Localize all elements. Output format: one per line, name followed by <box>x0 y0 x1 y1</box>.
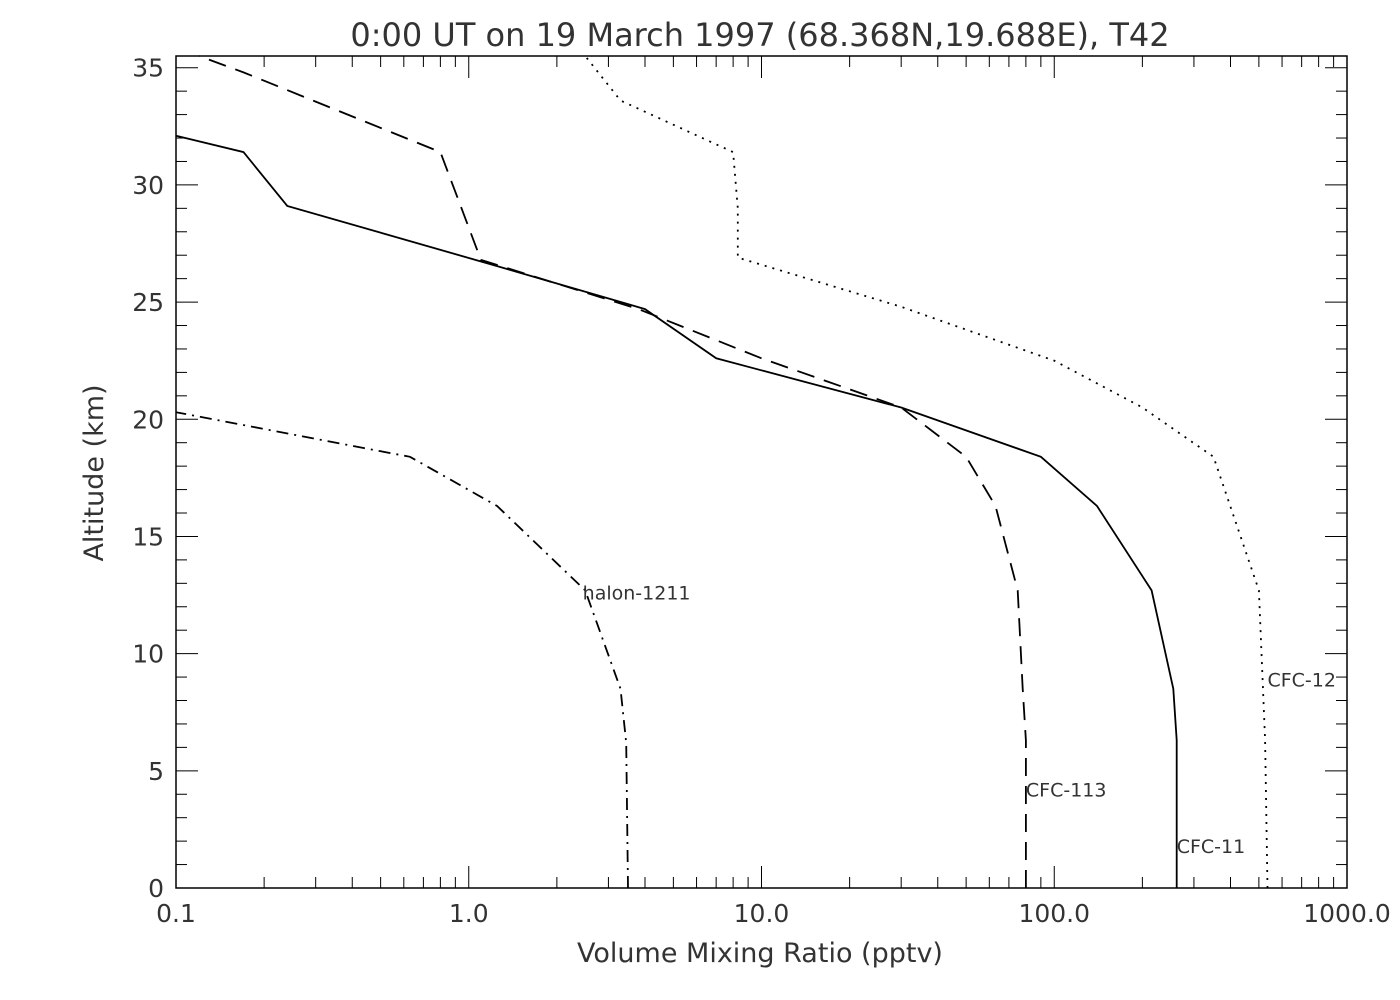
series-label-cfc-113: CFC-113 <box>1026 780 1107 802</box>
x-axis-title: Volume Mixing Ratio (pptv) <box>577 938 943 969</box>
x-tick-label: 0.1 <box>156 899 196 928</box>
plot-frame <box>175 55 1348 889</box>
y-tick-label: 25 <box>132 288 164 317</box>
x-tick-label: 10.0 <box>734 899 790 928</box>
series-labels: CFC-11 CFC-12 CFC-113 halon-1211 <box>583 583 1336 858</box>
series-label-cfc-12: CFC-12 <box>1267 669 1336 691</box>
x-tick-label: 1000.0 <box>1303 899 1390 928</box>
series-line-cfc-113 <box>198 55 1027 888</box>
y-tick-label: 35 <box>132 54 164 83</box>
y-tick-label: 30 <box>132 171 164 200</box>
y-tick-label: 10 <box>132 640 164 669</box>
series-label-halon-1211: halon-1211 <box>583 583 691 605</box>
y-tick-label: 15 <box>132 522 164 551</box>
series-line-cfc-11 <box>175 134 1178 888</box>
y-axis: 0 5 10 15 20 25 30 35 <box>132 54 1347 903</box>
series-line-halon-1211 <box>175 411 629 889</box>
chart-title: 0:00 UT on 19 March 1997 (68.368N,19.688… <box>350 16 1169 54</box>
x-tick-label: 100.0 <box>1018 899 1090 928</box>
series-label-cfc-11: CFC-11 <box>1177 836 1246 858</box>
series-lines <box>175 55 1269 889</box>
x-tick-label: 1.0 <box>449 899 489 928</box>
y-tick-label: 5 <box>148 757 164 786</box>
y-axis-title: Altitude (km) <box>79 384 110 561</box>
y-tick-label: 20 <box>132 405 164 434</box>
y-tick-label: 0 <box>148 874 164 903</box>
series-line-cfc-12 <box>584 55 1269 889</box>
x-axis: 0.1 1.0 10.0 100.0 1000.0 <box>156 56 1391 928</box>
